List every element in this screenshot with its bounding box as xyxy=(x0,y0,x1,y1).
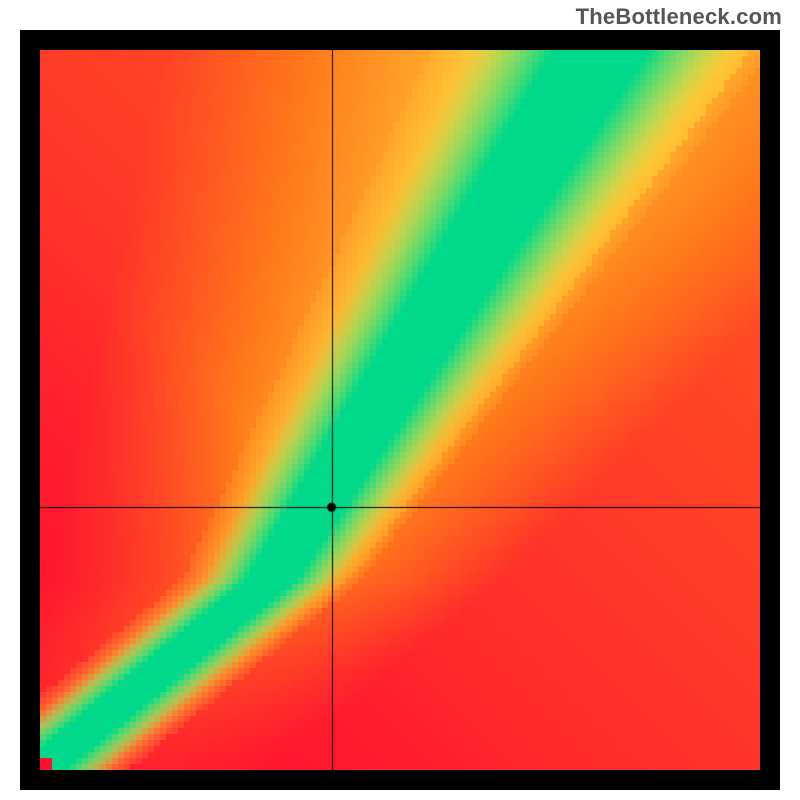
watermark-text: TheBottleneck.com xyxy=(576,4,782,30)
crosshair-overlay xyxy=(40,50,760,770)
root: TheBottleneck.com xyxy=(0,0,800,800)
chart-outer-frame xyxy=(20,30,780,790)
